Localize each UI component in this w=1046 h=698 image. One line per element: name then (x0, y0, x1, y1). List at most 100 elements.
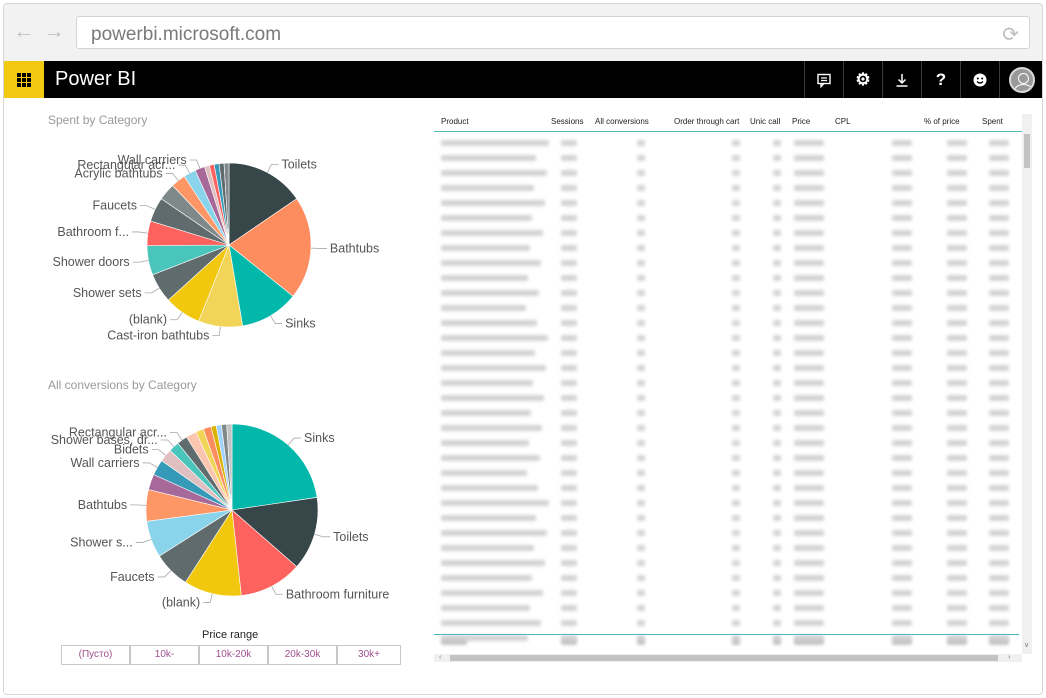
horizontal-scroll-thumb[interactable] (450, 655, 998, 661)
col-spent[interactable]: Spent (982, 117, 1003, 126)
table-cell (441, 425, 542, 431)
conversions-pie-leader-5 (135, 538, 152, 543)
table-cell (794, 590, 824, 596)
table-row[interactable] (434, 556, 1019, 571)
table-cell (732, 425, 740, 431)
feedback-button[interactable] (960, 61, 999, 98)
conversions-pie-slice-18[interactable] (226, 423, 233, 511)
table-cell (794, 320, 824, 326)
table-cell (892, 410, 912, 416)
slicer-option-10k-20k[interactable]: 10k-20k (199, 645, 268, 665)
arrow-right-icon[interactable]: → (43, 18, 65, 43)
table-cell (561, 560, 577, 566)
chevron-right-icon[interactable]: › (1008, 654, 1011, 661)
settings-button[interactable]: ⚙ (843, 61, 882, 98)
table-row[interactable] (434, 256, 1019, 271)
col-product[interactable]: Product (441, 117, 469, 126)
table-row[interactable] (434, 196, 1019, 211)
table-row[interactable] (434, 526, 1019, 541)
table-cell (561, 230, 577, 236)
account-button[interactable] (999, 61, 1042, 98)
conversions-pie-slice-0[interactable] (231, 423, 318, 511)
table-row[interactable] (434, 601, 1019, 616)
table-cell (989, 530, 1009, 536)
spent-pie-slice-0[interactable] (228, 162, 298, 246)
conversions-pie-chart[interactable]: Sinks Toilets Bathroom furniture (blank) Fau… (4, 398, 404, 623)
table-cell (989, 425, 1009, 431)
table-row[interactable] (434, 376, 1019, 391)
spent-pie-label-7: Bathroom f... (57, 225, 129, 239)
arrow-left-icon[interactable]: ← (13, 18, 35, 43)
chevron-left-icon[interactable]: ‹ (439, 654, 442, 661)
col-all-conversions[interactable]: All conversions (595, 117, 649, 126)
table-row[interactable] (434, 181, 1019, 196)
table-cell (441, 560, 545, 566)
spent-pie-slice-17[interactable] (223, 162, 230, 246)
col-price[interactable]: Price (792, 117, 811, 126)
app-launcher-button[interactable] (4, 61, 44, 98)
table-cell (892, 320, 912, 326)
conversions-pie-slice-2[interactable] (231, 509, 298, 596)
table-cell (732, 335, 740, 341)
vertical-scroll-thumb[interactable] (1024, 134, 1030, 168)
table-row[interactable] (434, 406, 1019, 421)
table-row[interactable] (434, 361, 1019, 376)
table-row[interactable] (434, 496, 1019, 511)
vertical-scrollbar[interactable]: ∨ (1022, 114, 1032, 654)
table-row[interactable] (434, 346, 1019, 361)
table-row[interactable] (434, 286, 1019, 301)
table-cell (794, 485, 824, 491)
comment-button[interactable] (804, 61, 843, 98)
table-cell (441, 140, 549, 146)
table-row[interactable] (434, 571, 1019, 586)
reload-icon[interactable]: ⟳ (1002, 24, 1019, 46)
table-row[interactable] (434, 466, 1019, 481)
chevron-down-icon[interactable]: ∨ (1024, 642, 1030, 649)
spent-pie-slice-1[interactable] (228, 198, 312, 297)
table-row[interactable] (434, 301, 1019, 316)
table-row[interactable] (434, 226, 1019, 241)
table-row[interactable] (434, 586, 1019, 601)
table-cell (989, 635, 1009, 641)
table-row[interactable] (434, 166, 1019, 181)
spent-pie-chart[interactable]: Toilets Bathtubs Sinks Cast-iron bathtubs(b… (4, 138, 404, 388)
slicer-option-30k-plus[interactable]: 30k+ (337, 645, 401, 665)
price-range-title: Price range (202, 629, 259, 641)
address-bar[interactable]: powerbi.microsoft.com ⟳ (76, 16, 1030, 49)
table-row[interactable] (434, 616, 1019, 631)
horizontal-scrollbar[interactable]: ‹ › (434, 654, 1022, 662)
col-order-through-cart[interactable]: Order through cart (674, 117, 740, 126)
col-cpl[interactable]: CPL (835, 117, 851, 126)
table-row[interactable] (434, 391, 1019, 406)
table-row[interactable] (434, 331, 1019, 346)
table-row[interactable] (434, 541, 1019, 556)
table-cell (773, 425, 781, 431)
table-cell (561, 200, 577, 206)
table-cell (441, 635, 528, 641)
table-cell (947, 515, 967, 521)
col-sessions[interactable]: Sessions (551, 117, 584, 126)
table-row[interactable] (434, 481, 1019, 496)
slicer-option-20k-30k[interactable]: 20k-30k (268, 645, 337, 665)
table-row[interactable] (434, 241, 1019, 256)
table-row[interactable] (434, 151, 1019, 166)
conversions-pie-label-8: Wall carriers (70, 456, 139, 470)
spent-pie-label-1: Bathtubs (330, 241, 379, 255)
table-row[interactable] (434, 211, 1019, 226)
slicer-option-empty[interactable]: (Пусто) (61, 645, 130, 665)
table-row[interactable] (434, 316, 1019, 331)
slicer-option-10k-minus[interactable]: 10k- (130, 645, 199, 665)
table-row[interactable] (434, 451, 1019, 466)
col-unic-call[interactable]: Unic call (750, 117, 781, 126)
table-cell (637, 560, 645, 566)
table-row[interactable] (434, 271, 1019, 286)
download-button[interactable] (882, 61, 921, 98)
table-row[interactable] (434, 436, 1019, 451)
table-row[interactable] (434, 136, 1019, 151)
help-button[interactable]: ? (921, 61, 960, 98)
table-row[interactable] (434, 511, 1019, 526)
col-percent-of-price[interactable]: % of price (924, 117, 960, 126)
table-row[interactable] (434, 421, 1019, 436)
table-row[interactable] (434, 631, 1019, 646)
table-cell (892, 470, 912, 476)
